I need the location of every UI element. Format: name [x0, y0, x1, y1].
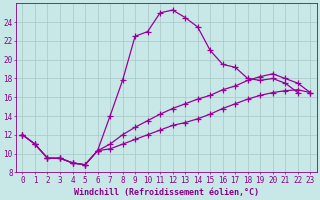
X-axis label: Windchill (Refroidissement éolien,°C): Windchill (Refroidissement éolien,°C) [74, 188, 259, 197]
